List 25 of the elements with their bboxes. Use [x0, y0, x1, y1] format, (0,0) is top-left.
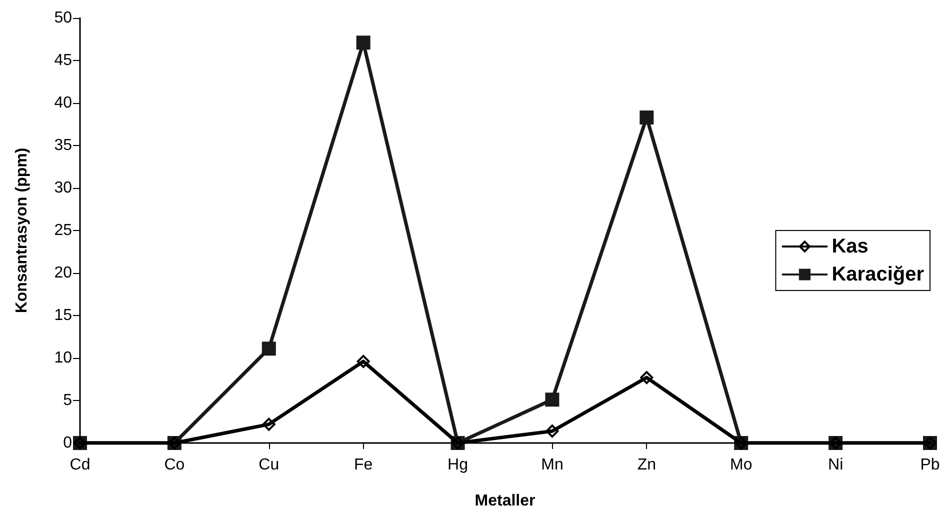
x-tick-label: Mn — [541, 456, 564, 474]
x-tick-label: Mo — [730, 456, 752, 474]
x-tick-label: Fe — [354, 456, 373, 474]
x-axis-title: Metaller — [474, 492, 536, 510]
x-tick-label: Pb — [920, 456, 940, 474]
y-tick-label: 50 — [54, 10, 72, 26]
y-tick-label: 40 — [54, 94, 72, 112]
y-tick-label: 30 — [54, 180, 72, 196]
y-tick-label: 0 — [63, 434, 72, 452]
y-tick-label: 10 — [54, 350, 72, 366]
legend-label: Karaciğer — [832, 264, 924, 286]
y-tick-label: 25 — [54, 222, 72, 239]
y-tick-label: 35 — [54, 137, 72, 154]
y-axis-title: Konsantrasyon (ppm) — [14, 148, 30, 314]
x-tick-label: Ni — [828, 456, 844, 474]
x-tick-label: Hg — [448, 456, 468, 474]
y-tick-label: 5 — [63, 392, 72, 409]
x-tick-label: Cu — [258, 456, 280, 474]
x-tick-label: Cd — [70, 456, 90, 474]
y-tick-label: 20 — [54, 264, 72, 282]
x-tick-label: Co — [164, 456, 185, 474]
legend-label: Kas — [832, 236, 868, 258]
x-tick-label: Zn — [637, 456, 656, 474]
y-tick-label: 15 — [54, 307, 72, 324]
y-tick-label: 45 — [54, 52, 72, 69]
